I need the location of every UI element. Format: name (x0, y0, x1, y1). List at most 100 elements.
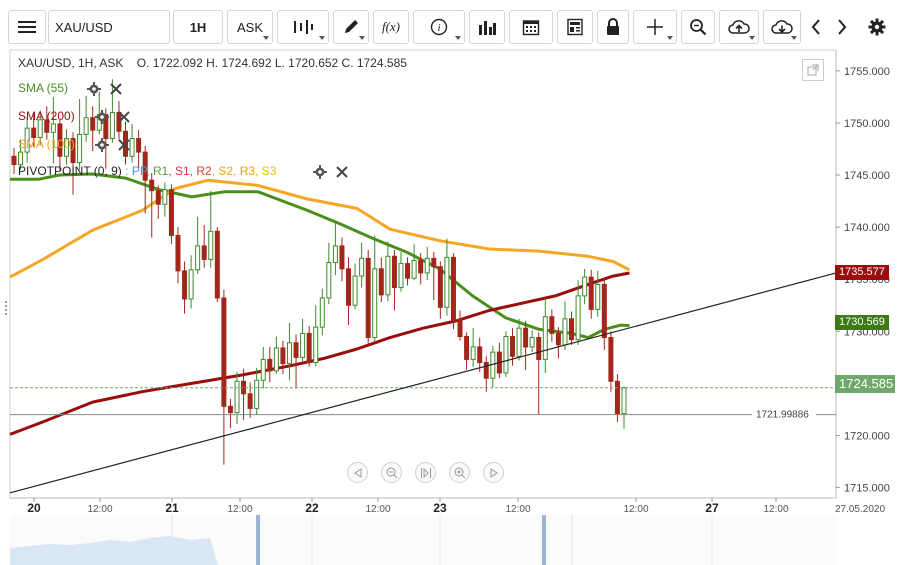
close-icon[interactable] (336, 166, 348, 178)
indicators-button[interactable]: f(x) (373, 10, 409, 44)
candle[interactable] (352, 263, 358, 310)
candle[interactable] (306, 326, 312, 367)
candle[interactable] (457, 310, 463, 341)
candle[interactable] (424, 246, 430, 281)
candle[interactable] (77, 98, 83, 170)
candle[interactable] (300, 318, 306, 362)
candle[interactable] (339, 237, 345, 282)
candle[interactable] (188, 255, 194, 309)
candle[interactable] (365, 250, 371, 347)
navigator-handle[interactable] (542, 515, 546, 565)
candle[interactable] (319, 288, 325, 336)
candle[interactable] (142, 145, 148, 214)
candle[interactable] (50, 96, 56, 164)
candle[interactable] (516, 318, 522, 361)
info-button[interactable]: i (413, 10, 465, 44)
candle[interactable] (483, 356, 489, 392)
candle[interactable] (372, 235, 378, 342)
candle[interactable] (31, 113, 37, 147)
settings-button[interactable] (862, 10, 892, 44)
candle[interactable] (332, 222, 338, 276)
candle[interactable] (155, 185, 161, 219)
candle[interactable] (260, 346, 266, 389)
candle[interactable] (44, 106, 50, 140)
candle[interactable] (405, 257, 411, 286)
candle[interactable] (477, 337, 483, 372)
candle[interactable] (293, 334, 299, 389)
chart-area[interactable]: 1755.000 1750.000 1745.000 1740.000 1735.000… (0, 48, 902, 565)
candle[interactable] (523, 320, 529, 370)
navigator-handle[interactable] (256, 515, 260, 565)
timeframe-selector[interactable]: 1H (173, 10, 223, 44)
candle[interactable] (542, 297, 548, 373)
candle[interactable] (437, 261, 443, 319)
maximize-button[interactable] (802, 59, 824, 81)
candle[interactable] (175, 227, 181, 284)
candle[interactable] (24, 116, 30, 163)
candle[interactable] (391, 250, 397, 311)
candle[interactable] (247, 382, 253, 418)
candle[interactable] (326, 242, 332, 305)
candle[interactable] (529, 330, 535, 353)
candle[interactable] (536, 332, 542, 415)
candle[interactable] (450, 253, 456, 330)
candle[interactable] (214, 227, 220, 303)
candle[interactable] (195, 216, 201, 274)
candle[interactable] (90, 106, 96, 152)
candle[interactable] (273, 336, 279, 375)
candle[interactable] (227, 399, 233, 429)
gear-icon[interactable] (95, 138, 109, 152)
candle[interactable] (267, 346, 273, 383)
candle[interactable] (614, 374, 620, 422)
candle[interactable] (595, 270, 601, 317)
pan-right-button[interactable] (483, 462, 504, 483)
candle[interactable] (11, 147, 17, 174)
zoom-button[interactable] (681, 10, 715, 44)
candle[interactable] (182, 261, 188, 314)
candle[interactable] (385, 241, 391, 302)
menu-button[interactable] (8, 10, 46, 44)
candle[interactable] (37, 110, 43, 145)
candle[interactable] (313, 305, 319, 367)
zoom-out-button[interactable] (381, 462, 402, 483)
close-icon[interactable] (110, 83, 122, 95)
crosshair-button[interactable] (633, 10, 677, 44)
gear-icon[interactable] (313, 165, 327, 179)
candle[interactable] (359, 242, 365, 288)
close-icon[interactable] (118, 111, 130, 123)
gear-icon[interactable] (87, 82, 101, 96)
upload-button[interactable] (719, 10, 759, 44)
candle[interactable] (149, 172, 155, 238)
candle[interactable] (444, 238, 450, 316)
candle[interactable] (398, 252, 404, 292)
candle[interactable] (575, 280, 581, 345)
candle[interactable] (109, 79, 115, 143)
gear-icon[interactable] (95, 110, 109, 124)
candle[interactable] (201, 225, 207, 268)
close-icon[interactable] (118, 139, 130, 151)
candle[interactable] (63, 129, 69, 165)
candle[interactable] (57, 119, 63, 171)
candle[interactable] (378, 257, 384, 303)
zoom-in-button[interactable] (449, 462, 470, 483)
candle[interactable] (280, 340, 286, 375)
candle[interactable] (70, 132, 76, 195)
pan-left-button[interactable] (347, 462, 368, 483)
sma200-line[interactable] (9, 271, 630, 436)
candle[interactable] (411, 243, 417, 281)
template-button[interactable] (557, 10, 593, 44)
candle[interactable] (569, 311, 575, 345)
calendar-button[interactable] (509, 10, 553, 44)
candle[interactable] (601, 278, 607, 351)
candle[interactable] (431, 252, 437, 301)
price-chart[interactable]: 1755.0001750.0001745.0001740.0001735.000… (0, 48, 902, 565)
volume-button[interactable] (469, 10, 505, 44)
candle[interactable] (418, 253, 424, 285)
candle[interactable] (582, 268, 588, 305)
candle[interactable] (168, 184, 174, 244)
chart-type-button[interactable] (277, 10, 329, 44)
trendline[interactable] (9, 272, 837, 494)
symbol-selector[interactable]: XAU/USD (48, 10, 170, 44)
candle[interactable] (129, 123, 135, 163)
candle[interactable] (18, 139, 24, 170)
